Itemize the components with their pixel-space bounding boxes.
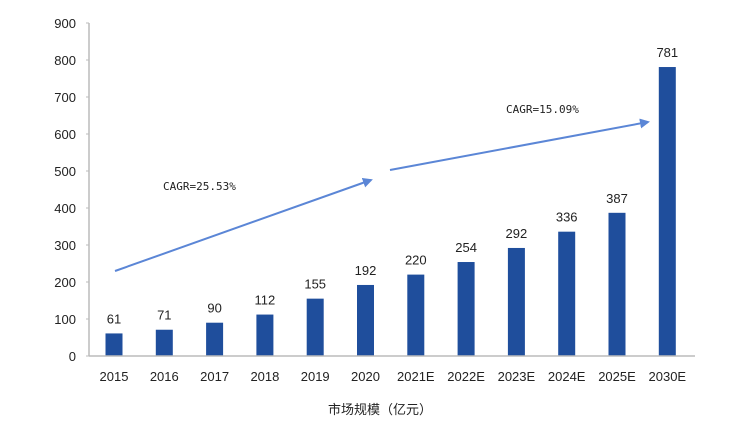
bar <box>507 247 525 356</box>
data-label: 192 <box>355 263 377 278</box>
x-tick-label: 2018 <box>250 369 279 384</box>
x-tick-label: 2017 <box>200 369 229 384</box>
cagr-arrow-1 <box>114 177 373 272</box>
y-tick-label: 800 <box>54 53 76 68</box>
data-label: 155 <box>304 277 326 292</box>
y-tick-label: 500 <box>54 164 76 179</box>
bar <box>206 322 224 356</box>
bar <box>357 284 374 356</box>
y-tick-label: 0 <box>69 349 76 364</box>
data-label: 220 <box>405 253 427 268</box>
x-tick-label: 2025E <box>598 369 636 384</box>
x-tick-label: 2015 <box>100 369 129 384</box>
annotations: CAGR=25.53% CAGR=15.09% <box>114 103 650 272</box>
x-tick-label: 2021E <box>397 369 435 384</box>
bar <box>457 262 475 356</box>
x-tick-label: 2030E <box>649 369 687 384</box>
y-tick-label: 200 <box>54 275 76 290</box>
y-tick-label: 700 <box>54 90 76 105</box>
data-label: 254 <box>455 240 477 255</box>
y-tick-label: 300 <box>54 238 76 253</box>
x-tick-label: 2023E <box>498 369 536 384</box>
x-tick-label: 2020 <box>351 369 380 384</box>
x-tick-label: 2022E <box>447 369 485 384</box>
cagr-arrow-2 <box>389 118 650 171</box>
bar <box>155 329 173 356</box>
data-label: 292 <box>506 226 528 241</box>
data-label: 112 <box>255 293 276 308</box>
bar <box>306 298 324 356</box>
x-axis: 2015 2016 2017 2018 2019 2020 2021E 2022E 2023E 2… <box>89 355 695 384</box>
data-label: 90 <box>207 301 221 316</box>
y-tick-label: 400 <box>54 201 76 216</box>
data-label: 71 <box>157 308 171 323</box>
data-label: 387 <box>606 191 628 206</box>
data-label: 336 <box>556 210 578 225</box>
y-tick-label: 100 <box>54 312 76 327</box>
bar <box>105 333 123 356</box>
bar <box>256 314 274 356</box>
x-tick-label: 2019 <box>301 369 330 384</box>
y-tick-label: 600 <box>54 127 76 142</box>
bar <box>558 231 576 356</box>
x-tick-label: 2016 <box>150 369 179 384</box>
bar <box>407 274 425 356</box>
x-axis-title: 市场规模（亿元） <box>328 402 432 417</box>
cagr-label-2: CAGR=15.09% <box>506 103 579 116</box>
bar <box>658 67 676 356</box>
y-axis: 0 100 200 300 400 500 600 700 800 900 <box>54 16 90 364</box>
y-tick-label: 900 <box>54 16 76 31</box>
bar <box>608 212 626 356</box>
data-label: 61 <box>107 311 121 326</box>
data-label: 781 <box>656 45 678 60</box>
cagr-label-1: CAGR=25.53% <box>163 180 236 193</box>
x-tick-label: 2024E <box>548 369 586 384</box>
bars: 61 71 90 112 155 192 220 254 292 336 387 781 <box>105 45 678 356</box>
